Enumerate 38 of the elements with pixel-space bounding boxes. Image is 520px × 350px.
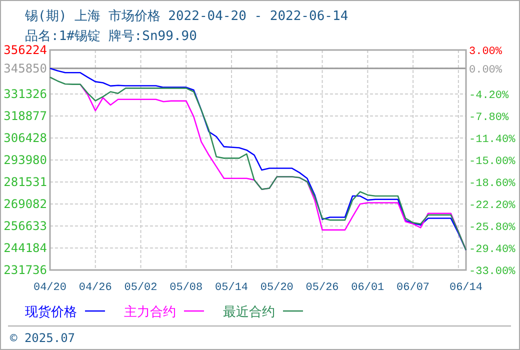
- y-tick-label: 293980: [4, 153, 47, 167]
- chart-title: 锡(期) 上海 市场价格 2022-04-20 - 2022-06-14: [24, 9, 348, 24]
- y-tick-label: 269082: [4, 197, 47, 211]
- x-tick-label: 06/14: [449, 282, 483, 294]
- y-tick-label: 306428: [4, 131, 47, 145]
- y2-tick-label: -25.80%: [469, 222, 516, 234]
- y-tick-label: 256633: [4, 219, 47, 233]
- y-tick-label: 231736: [4, 263, 47, 277]
- y2-tick-label: -11.40%: [469, 134, 516, 146]
- x-tick-label: 05/26: [306, 282, 339, 294]
- chart-subtitle: 品名:1#锡锭 牌号:Sn99.90: [25, 29, 197, 44]
- x-tick-label: 05/20: [260, 282, 294, 294]
- y-tick-label: 331326: [4, 87, 47, 101]
- y2-tick-label: 0.00%: [469, 64, 502, 76]
- x-tick-label: 04/26: [78, 282, 112, 294]
- y-tick-label: 244184: [4, 241, 47, 255]
- x-tick-label: 05/14: [215, 282, 248, 294]
- y-tick-label: 281531: [4, 175, 47, 189]
- y2-tick-label: 3.00%: [469, 46, 502, 58]
- legend-label: 现货价格: [25, 305, 77, 320]
- y2-tick-label: -33.00%: [469, 266, 516, 278]
- y2-tick-label: -4.20%: [469, 90, 510, 102]
- y2-tick-label: -22.20%: [469, 200, 516, 212]
- y-tick-label: 356224: [4, 43, 47, 57]
- x-tick-label: 05/02: [124, 282, 158, 294]
- y-tick-label: 345850: [4, 61, 47, 76]
- y-tick-label: 318877: [4, 109, 47, 123]
- x-tick-label: 05/08: [170, 282, 203, 294]
- x-tick-label: 04/20: [33, 282, 67, 294]
- legend-label: 主力合约: [124, 304, 176, 320]
- legend-label: 最近合约: [223, 305, 275, 320]
- y2-tick-label: -18.60%: [469, 178, 516, 190]
- x-tick-label: 06/01: [351, 282, 385, 294]
- y2-tick-label: -29.40%: [469, 244, 516, 256]
- y2-tick-label: -7.80%: [469, 112, 510, 124]
- x-tick-label: 06/07: [396, 282, 430, 294]
- text: © 2025.07: [10, 331, 76, 345]
- y2-tick-label: -15.00%: [469, 156, 516, 168]
